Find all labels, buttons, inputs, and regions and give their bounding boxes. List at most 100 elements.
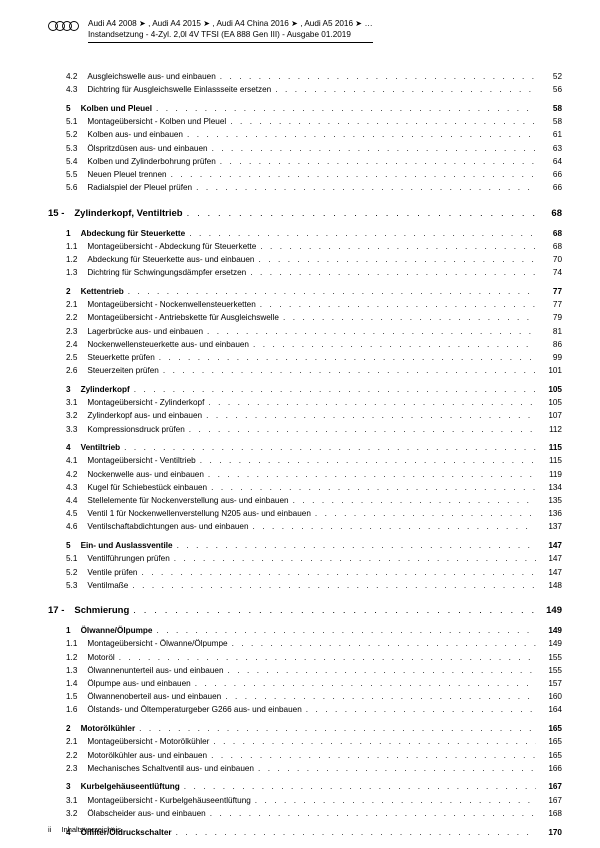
toc-number: 1.2	[48, 652, 87, 665]
toc-title: Ölwannenoberteil aus- und einbauen	[87, 691, 221, 704]
toc-leader-dots	[184, 781, 536, 794]
toc-number: 4	[48, 442, 81, 455]
toc-title: Steuerkette prüfen	[87, 352, 154, 365]
toc-page: 112	[540, 424, 562, 437]
toc-title: Kompressionsdruck prüfen	[87, 424, 184, 437]
toc-row: 2.1Montageübersicht - Nockenwellensteuer…	[48, 299, 562, 312]
toc-row: 5.5Neuen Pleuel trennen66	[48, 169, 562, 182]
toc-number: 3.1	[48, 795, 87, 808]
toc-title: Ventilführungen prüfen	[87, 553, 169, 566]
toc-leader-dots	[306, 704, 536, 717]
toc-row: 1Ölwanne/Ölpumpe149	[48, 625, 562, 638]
toc-page: 168	[540, 808, 562, 821]
toc-page: 137	[540, 521, 562, 534]
toc-number: 1.2	[48, 254, 87, 267]
toc-number: 3.2	[48, 410, 87, 423]
toc-number: 5.1	[48, 553, 87, 566]
toc-leader-dots	[171, 169, 536, 182]
toc-leader-dots	[134, 384, 536, 397]
toc-leader-dots	[141, 567, 536, 580]
toc-leader-dots	[177, 540, 536, 553]
toc-title: Motorölkühler aus- und einbauen	[87, 750, 207, 763]
toc-title: Steuerzeiten prüfen	[87, 365, 158, 378]
toc-page: 107	[540, 410, 562, 423]
toc-number: 2.5	[48, 352, 87, 365]
toc-row: 2.1Montageübersicht - Motorölkühler165	[48, 736, 562, 749]
toc-leader-dots	[258, 763, 536, 776]
toc-leader-dots	[206, 410, 536, 423]
toc-title: Kolben aus- und einbauen	[87, 129, 183, 142]
toc-page: 115	[540, 442, 562, 455]
toc-page: 155	[540, 665, 562, 678]
toc-leader-dots	[258, 254, 536, 267]
toc-page: 68	[540, 228, 562, 241]
toc-title: Kettentrieb	[81, 286, 124, 299]
toc-number: 4.6	[48, 521, 87, 534]
toc-page: 134	[540, 482, 562, 495]
toc-page: 147	[540, 553, 562, 566]
header-line-1: Audi A4 2008 ➤ , Audi A4 2015 ➤ , Audi A…	[88, 18, 373, 29]
toc-number: 1.3	[48, 665, 87, 678]
toc-leader-dots	[176, 827, 536, 840]
toc-number: 5.4	[48, 156, 87, 169]
toc-page: 105	[540, 397, 562, 410]
toc-page: 157	[540, 678, 562, 691]
toc-row: 3.3Kompressionsdruck prüfen112	[48, 424, 562, 437]
toc-title: Kurbelgehäuseentlüftung	[81, 781, 180, 794]
toc-row: 1.3Ölwannenunterteil aus- und einbauen 15…	[48, 665, 562, 678]
toc-number: 5	[48, 103, 81, 116]
toc-leader-dots	[187, 129, 536, 142]
toc-leader-dots	[213, 736, 536, 749]
toc-title: Montageübersicht - Ölwanne/Ölpumpe	[87, 638, 227, 651]
toc-number: 2.3	[48, 763, 87, 776]
toc-number: 5.5	[48, 169, 87, 182]
toc-row: 1.1Montageübersicht - Abdeckung für Steu…	[48, 241, 562, 254]
toc-page: 165	[540, 750, 562, 763]
toc-leader-dots	[119, 652, 536, 665]
toc-leader-dots	[163, 365, 536, 378]
toc-number: 2	[48, 286, 81, 299]
toc-title: Montageübersicht - Abdeckung für Steuerk…	[87, 241, 256, 254]
toc-row: 2.4Nockenwellensteuerkette aus- und einb…	[48, 339, 562, 352]
toc-leader-dots	[230, 116, 536, 129]
toc-page: 149	[540, 604, 562, 619]
toc-page: 79	[540, 312, 562, 325]
header-text-block: Audi A4 2008 ➤ , Audi A4 2015 ➤ , Audi A…	[88, 18, 373, 43]
toc-number: 1.5	[48, 691, 87, 704]
toc-title: Ölwannenunterteil aus- und einbauen	[87, 665, 223, 678]
toc-title: Abdeckung für Steuerkette aus- und einba…	[87, 254, 254, 267]
toc-page: 70	[540, 254, 562, 267]
toc-title: Ölstands- und Öltemperaturgeber G266 aus…	[87, 704, 301, 717]
toc-number: 1	[48, 625, 81, 638]
toc-row: 3.1Montageübersicht - Kurbelgehäuseentlü…	[48, 795, 562, 808]
toc-number: 4.2	[48, 469, 87, 482]
toc-title: Ventile prüfen	[87, 567, 137, 580]
toc-page: 74	[540, 267, 562, 280]
toc-leader-dots	[159, 352, 536, 365]
toc-leader-dots	[212, 143, 536, 156]
toc-row: 2.6Steuerzeiten prüfen101	[48, 365, 562, 378]
toc-title: Ventiltrieb	[81, 442, 121, 455]
toc-number: 5.2	[48, 567, 87, 580]
toc-leader-dots	[133, 604, 536, 619]
toc-page: 170	[540, 827, 562, 840]
toc-row: 4.2Ausgleichswelle aus- und einbauen52	[48, 71, 562, 84]
toc-page: 165	[540, 723, 562, 736]
toc-row: 4.1Montageübersicht - Ventiltrieb115	[48, 455, 562, 468]
toc-number: 3.2	[48, 808, 87, 821]
toc-title: Motoröl	[87, 652, 114, 665]
toc-leader-dots	[283, 312, 536, 325]
toc-leader-dots	[275, 84, 536, 97]
toc-page: 64	[540, 156, 562, 169]
toc-leader-dots	[211, 482, 536, 495]
toc-page: 105	[540, 384, 562, 397]
toc-row: 2Kettentrieb77	[48, 286, 562, 299]
toc-page: 115	[540, 455, 562, 468]
toc-page: 148	[540, 580, 562, 593]
toc-leader-dots	[187, 207, 536, 222]
toc-page: 61	[540, 129, 562, 142]
toc-title: Schmierung	[74, 604, 129, 619]
toc-page: 149	[540, 625, 562, 638]
toc-page: 165	[540, 736, 562, 749]
toc-number: 2.6	[48, 365, 87, 378]
